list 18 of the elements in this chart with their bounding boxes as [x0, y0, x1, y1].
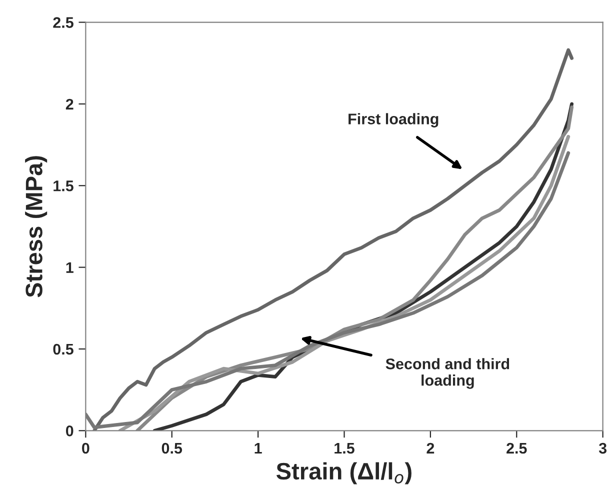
x-tick-label: 2.5 — [506, 442, 527, 454]
x-tick-label: 1.5 — [334, 443, 354, 454]
y-tick-label: 1 — [66, 262, 74, 273]
x-tick-label: 3 — [598, 442, 607, 454]
x-tick-label: 0 — [82, 442, 90, 454]
line-series — [92, 48, 574, 431]
annotation: Second and third loading — [386, 358, 510, 389]
x-axis-title: Strain (Δl/l$_{o}$) — [276, 462, 412, 484]
y-tick-label: 0 — [66, 426, 74, 436]
x-tick-label: 2 — [426, 442, 434, 454]
y-axis-title: Stress (MPa) — [25, 156, 48, 298]
x-tick-label: 1 — [254, 443, 262, 454]
y-tick-label: 0.5 — [53, 344, 74, 355]
y-tick-label: 1.5 — [54, 180, 74, 192]
annotation: First loading — [348, 113, 438, 128]
y-tick-label: 2 — [66, 98, 74, 110]
y-tick-label: 2.5 — [53, 17, 74, 28]
x-tick-label: 0.5 — [162, 442, 182, 454]
